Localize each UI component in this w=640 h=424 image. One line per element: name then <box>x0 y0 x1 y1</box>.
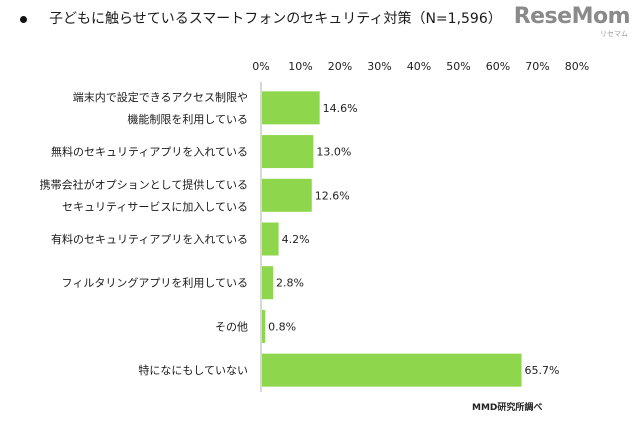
bar-value-label: 4.2% <box>282 233 310 246</box>
category-label: 有料のセキュリティアプリを入れている <box>51 232 248 246</box>
x-tick-label: 70% <box>525 60 549 73</box>
bar-value-label: 13.0% <box>316 146 351 159</box>
bar-value-label: 65.7% <box>525 364 560 377</box>
category-label: 携帯会社がオプションとして提供している <box>40 177 248 191</box>
bullet-icon <box>20 15 27 23</box>
bar <box>262 91 320 125</box>
bar-value-label: 2.8% <box>276 277 304 290</box>
bar <box>262 266 274 300</box>
bar-value-label: 12.6% <box>315 189 350 202</box>
bar <box>262 353 522 387</box>
bar <box>262 135 314 169</box>
chart-title: 子どもに触らせているスマートフォンのセキュリティ対策（N=1,596） <box>20 8 502 28</box>
x-tick-label: 10% <box>288 60 312 73</box>
x-tick-label: 30% <box>367 60 391 73</box>
x-tick-label: 0% <box>252 60 269 73</box>
bar-value-label: 14.6% <box>323 102 358 115</box>
category-label: 機能制限を利用している <box>127 112 248 126</box>
bar <box>262 178 312 212</box>
x-tick-label: 60% <box>486 60 510 73</box>
bar-value-label: 0.8% <box>268 320 296 333</box>
resemom-logo: ReseMom <box>513 4 631 29</box>
category-label: 特になにもしていない <box>138 363 248 377</box>
category-label: 端末内で設定できるアクセス制限や <box>73 90 248 104</box>
category-label: フィルタリングアプリを利用している <box>62 276 248 290</box>
x-tick-label: 80% <box>565 60 589 73</box>
x-tick-label: 50% <box>446 60 470 73</box>
category-label: その他 <box>215 320 248 333</box>
resemom-logo-subtext: リセマム <box>600 30 628 38</box>
source-note: MMD研究所調べ <box>472 403 543 413</box>
bar <box>262 222 279 256</box>
chart-title-text: 子どもに触らせているスマートフォンのセキュリティ対策（N=1,596） <box>49 11 502 27</box>
x-tick-label: 40% <box>407 60 431 73</box>
category-label: セキュリティサービスに加入している <box>62 200 248 213</box>
bar <box>262 309 266 343</box>
category-label: 無料のセキュリティアプリを入れている <box>51 145 248 159</box>
x-tick-label: 20% <box>328 60 352 73</box>
